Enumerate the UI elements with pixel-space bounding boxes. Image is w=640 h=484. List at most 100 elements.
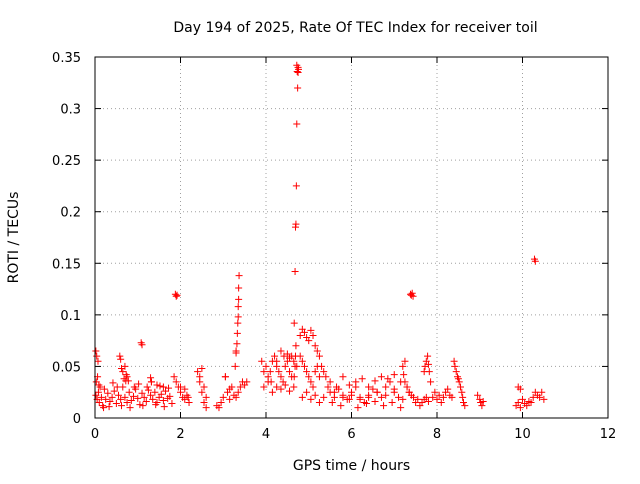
data-point (268, 388, 276, 396)
y-tick-label: 0.05 (52, 360, 81, 375)
data-point (232, 393, 240, 401)
data-point (293, 120, 301, 128)
grid-layer (95, 57, 608, 418)
data-point (429, 393, 437, 401)
y-tick-label: 0.1 (60, 309, 81, 324)
data-point (217, 399, 225, 407)
data-point (159, 396, 167, 404)
data-point (326, 378, 334, 386)
data-point (144, 386, 152, 394)
data-point (106, 397, 114, 405)
data-point (519, 395, 526, 403)
data-point (437, 399, 445, 407)
data-point (109, 379, 117, 387)
data-point (369, 385, 377, 393)
data-point (234, 303, 242, 311)
data-point (147, 391, 155, 399)
data-point (300, 328, 308, 336)
data-point (125, 388, 133, 396)
data-point (523, 402, 531, 410)
data-point (403, 383, 411, 391)
data-point (95, 381, 103, 389)
data-point (196, 378, 204, 386)
data-point (119, 368, 127, 376)
data-point (459, 393, 467, 401)
data-point (162, 387, 170, 395)
data-point (424, 360, 432, 368)
data-point (303, 368, 311, 376)
data-point (135, 380, 143, 388)
data-point (345, 395, 353, 403)
data-point (536, 393, 544, 401)
data-point (401, 357, 409, 365)
data-point (267, 378, 275, 386)
data-point (202, 404, 210, 412)
data-point (292, 220, 300, 228)
data-point (362, 400, 370, 408)
data-point (102, 395, 110, 403)
data-point (235, 295, 243, 303)
data-point (121, 362, 129, 370)
data-point (293, 61, 301, 69)
data-point (121, 393, 129, 401)
data-point (166, 392, 174, 400)
data-point (479, 397, 487, 405)
data-point (320, 393, 328, 401)
data-point (405, 388, 413, 396)
data-point (307, 395, 315, 403)
data-point (424, 397, 432, 405)
data-point (399, 362, 407, 370)
data-point (165, 384, 173, 392)
data-point (139, 402, 147, 410)
chart-title: Day 194 of 2025, Rate Of TEC Index for r… (173, 20, 537, 36)
data-point (516, 385, 524, 393)
data-point (266, 368, 274, 376)
data-point (401, 378, 409, 386)
data-point (315, 373, 323, 381)
data-point (170, 373, 178, 381)
data-point (399, 395, 407, 403)
data-point (380, 402, 388, 410)
data-point (200, 383, 208, 391)
data-point (127, 396, 135, 404)
data-point (448, 393, 456, 401)
data-point (138, 389, 146, 397)
data-point (384, 375, 392, 383)
data-point (151, 388, 159, 396)
data-point (425, 368, 433, 376)
data-point (198, 364, 206, 372)
data-point (110, 387, 118, 395)
data-point (290, 319, 298, 327)
data-point (352, 378, 360, 386)
data-point (233, 329, 241, 337)
data-point (444, 385, 452, 393)
data-point (291, 362, 299, 370)
data-point (221, 373, 229, 381)
data-point (458, 388, 466, 396)
data-point (200, 399, 208, 407)
data-point (433, 395, 441, 403)
data-point (226, 395, 234, 403)
data-point (431, 388, 439, 396)
x-tick-label: 6 (347, 427, 355, 442)
data-point (311, 391, 319, 399)
x-tick-label: 10 (514, 427, 531, 442)
data-point (92, 347, 100, 355)
data-point (198, 388, 206, 396)
data-point (142, 397, 150, 405)
data-point (377, 373, 385, 381)
data-point (435, 391, 443, 399)
data-point (130, 383, 138, 391)
data-point (93, 352, 101, 360)
data-point (129, 392, 137, 400)
data-point (460, 399, 468, 407)
data-point (113, 383, 121, 391)
data-point (290, 357, 298, 365)
data-point (277, 347, 285, 355)
data-point (348, 391, 355, 399)
data-point (345, 381, 353, 389)
data-point (337, 402, 345, 410)
data-point (138, 341, 146, 349)
